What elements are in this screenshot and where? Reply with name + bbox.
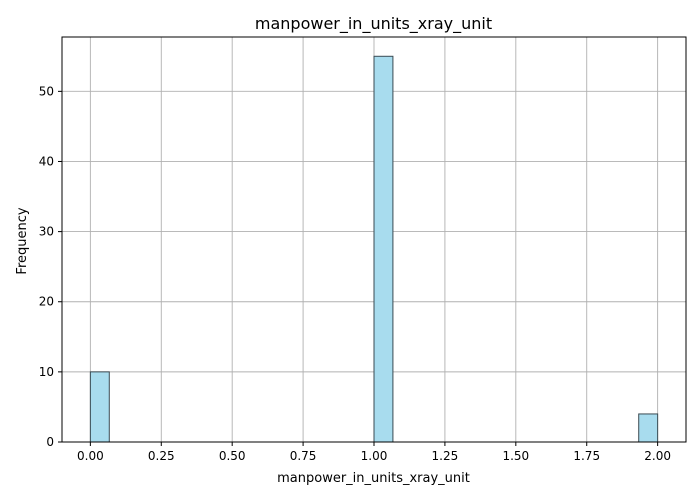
x-tick-label: 2.00 bbox=[644, 449, 671, 463]
y-tick-label: 10 bbox=[39, 365, 54, 379]
x-tick-label: 1.50 bbox=[502, 449, 529, 463]
y-tick-label: 20 bbox=[39, 295, 54, 309]
x-tick-label: 1.75 bbox=[573, 449, 600, 463]
x-tick-label: 0.75 bbox=[290, 449, 317, 463]
histogram-bars bbox=[89, 55, 659, 443]
chart-title: manpower_in_units_xray_unit bbox=[255, 14, 492, 34]
y-tick-label: 40 bbox=[39, 154, 54, 168]
y-tick-label: 0 bbox=[46, 435, 54, 449]
x-tick-label: 0.50 bbox=[219, 449, 246, 463]
histogram-bar bbox=[638, 413, 659, 443]
y-tick-label: 30 bbox=[39, 225, 54, 239]
y-tick-label: 50 bbox=[39, 84, 54, 98]
x-tick-label: 1.00 bbox=[361, 449, 388, 463]
x-tick-label: 1.25 bbox=[432, 449, 459, 463]
x-tick-label: 0.25 bbox=[148, 449, 175, 463]
x-tick-label: 0.00 bbox=[77, 449, 104, 463]
y-axis-ticks: 0 10 20 30 40 50 bbox=[39, 84, 62, 449]
x-axis-label: manpower_in_units_xray_unit bbox=[277, 471, 470, 486]
histogram-bar bbox=[373, 55, 394, 443]
histogram-bar bbox=[89, 371, 110, 443]
x-axis-ticks: 0.00 0.25 0.50 0.75 1.00 1.25 1.50 1.75 2.00 bbox=[77, 442, 671, 463]
y-axis-label: Frequency bbox=[15, 207, 30, 274]
